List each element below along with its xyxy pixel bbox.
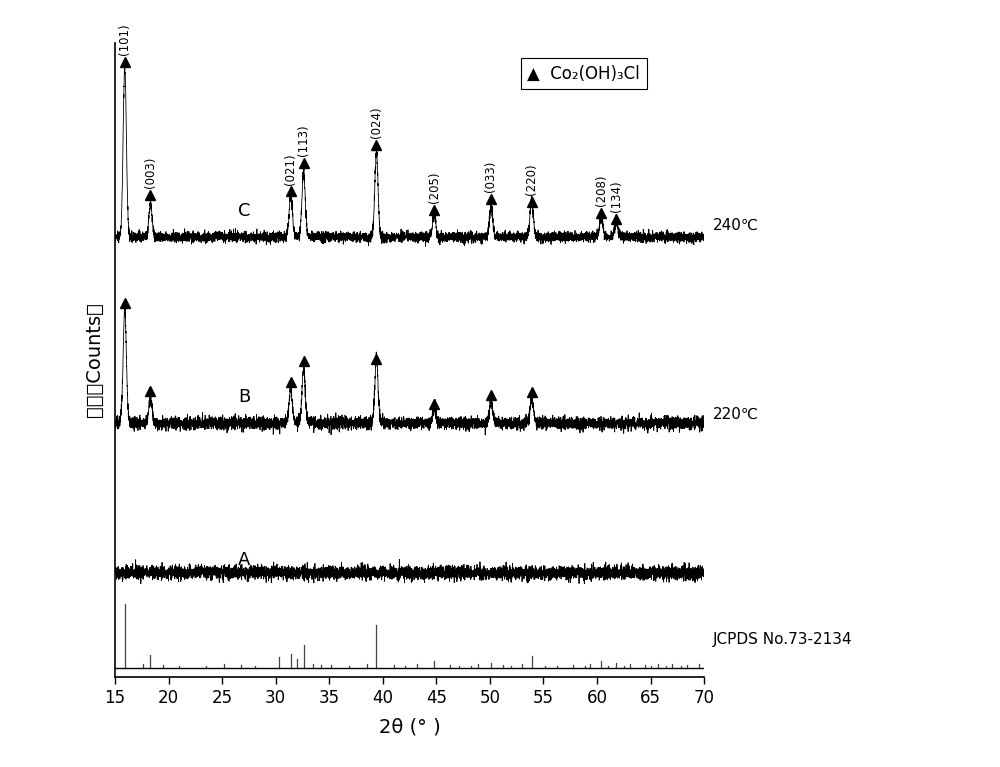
Text: A: A [238, 551, 251, 568]
X-axis label: 2θ (° ): 2θ (° ) [379, 718, 440, 736]
Text: (101): (101) [118, 24, 131, 55]
Text: (134): (134) [610, 181, 623, 212]
Text: JCPDS No.73-2134: JCPDS No.73-2134 [713, 632, 852, 647]
Text: 240℃: 240℃ [713, 218, 759, 232]
Text: 220℃: 220℃ [713, 407, 759, 422]
Text: C: C [238, 202, 251, 220]
Text: ▲  Co₂(OH)₃Cl: ▲ Co₂(OH)₃Cl [527, 64, 640, 83]
Text: (033): (033) [484, 161, 497, 193]
Text: (208): (208) [595, 174, 608, 206]
Text: (021): (021) [284, 153, 297, 185]
Text: (003): (003) [144, 157, 157, 189]
Text: (220): (220) [525, 163, 538, 196]
Text: (205): (205) [428, 172, 441, 203]
Text: B: B [238, 388, 251, 407]
Text: (113): (113) [297, 124, 310, 156]
Text: (024): (024) [370, 107, 383, 139]
Y-axis label: 强度（Counts）: 强度（Counts） [85, 302, 104, 417]
